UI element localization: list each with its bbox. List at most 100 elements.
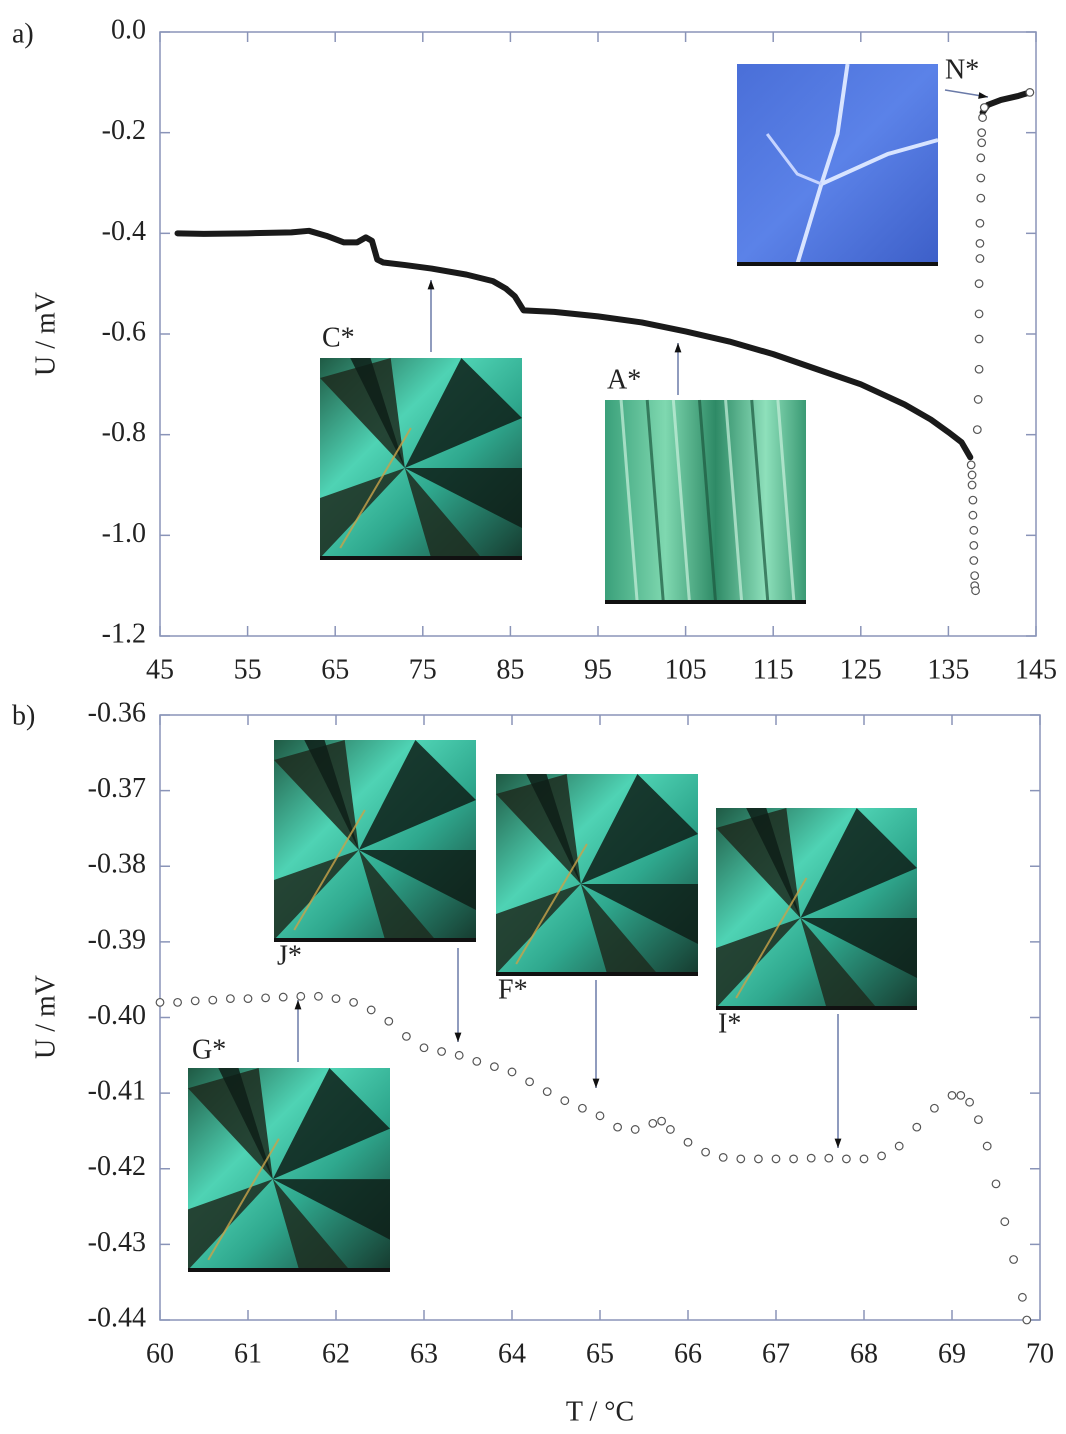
data-point (350, 999, 358, 1007)
y-tick-label: -0.8 (102, 417, 146, 448)
y-tick-label: -0.41 (88, 1076, 146, 1107)
data-point (702, 1148, 710, 1156)
data-point (367, 1006, 375, 1014)
data-point (967, 461, 975, 469)
annotation-label: J* (277, 940, 302, 971)
data-point (684, 1138, 692, 1146)
micrograph (320, 358, 522, 558)
y-axis-label: U / mV (30, 292, 61, 376)
data-point (631, 1126, 639, 1134)
data-point (976, 219, 984, 227)
panel-label: a) (12, 18, 34, 49)
y-tick-label: -1.0 (102, 518, 146, 549)
data-point (403, 1033, 411, 1041)
data-point (974, 426, 982, 434)
data-point (1026, 89, 1034, 97)
data-point (981, 104, 989, 112)
data-point (825, 1154, 833, 1162)
x-tick-label: 85 (496, 654, 524, 685)
annotation-label: F* (498, 974, 528, 1005)
data-line (983, 92, 1030, 112)
data-point (332, 995, 340, 1003)
data-point (491, 1063, 499, 1071)
data-point (543, 1088, 551, 1096)
data-point (244, 995, 252, 1003)
x-tick-label: 62 (322, 1338, 350, 1369)
data-point (975, 280, 983, 288)
y-tick-label: -0.44 (88, 1302, 146, 1333)
data-point (975, 310, 983, 318)
arrow-head (978, 92, 988, 99)
y-tick-label: -0.39 (88, 924, 146, 955)
data-point (262, 994, 270, 1002)
data-point (156, 999, 164, 1007)
data-point (667, 1126, 675, 1134)
data-point (790, 1155, 798, 1163)
data-point (755, 1155, 763, 1163)
data-point (979, 114, 987, 122)
data-point (526, 1078, 534, 1086)
arrow-head (593, 1079, 600, 1088)
y-tick-label: -0.6 (102, 316, 146, 347)
x-tick-label: 95 (584, 654, 612, 685)
data-point (970, 557, 978, 565)
data-point (970, 527, 978, 535)
arrow-head (295, 1000, 302, 1009)
x-tick-label: 68 (850, 1338, 878, 1369)
annotation-label: I* (718, 1008, 741, 1039)
data-point (948, 1092, 956, 1100)
annotation-label: N* (945, 54, 979, 85)
data-point (174, 999, 182, 1007)
y-tick-label: -0.43 (88, 1227, 146, 1258)
data-point (975, 1116, 983, 1124)
data-point (658, 1117, 666, 1125)
x-tick-label: 69 (938, 1338, 966, 1369)
annotation-label: A* (607, 364, 641, 395)
micrograph (496, 774, 698, 974)
data-point (957, 1092, 965, 1100)
x-tick-label: 55 (234, 654, 262, 685)
data-point (596, 1112, 604, 1120)
data-point (992, 1180, 1000, 1188)
data-point (649, 1120, 657, 1128)
data-point (878, 1152, 886, 1160)
data-point (977, 154, 985, 162)
data-point (969, 511, 977, 519)
x-tick-label: 65 (586, 1338, 614, 1369)
data-point (978, 129, 986, 137)
data-point (978, 139, 986, 147)
data-point (966, 1098, 974, 1106)
micrograph (188, 1068, 390, 1270)
data-point (455, 1052, 463, 1060)
data-point (1019, 1294, 1027, 1302)
x-tick-label: 75 (409, 654, 437, 685)
x-tick-label: 105 (665, 654, 707, 685)
y-tick-label: -0.4 (102, 216, 146, 247)
data-point (972, 587, 980, 595)
data-point (969, 496, 977, 504)
data-point (737, 1155, 745, 1163)
y-tick-label: 0.0 (111, 14, 146, 45)
x-tick-label: 60 (146, 1338, 174, 1369)
arrow-head (428, 280, 435, 289)
x-tick-label: 145 (1015, 654, 1057, 685)
x-tick-label: 67 (762, 1338, 790, 1369)
x-tick-label: 61 (234, 1338, 262, 1369)
data-point (843, 1155, 851, 1163)
data-point (772, 1155, 780, 1163)
arrow-head (675, 343, 682, 352)
x-tick-label: 66 (674, 1338, 702, 1369)
micrograph (605, 400, 806, 602)
micrograph (737, 64, 938, 264)
y-tick-label: -0.42 (88, 1151, 146, 1182)
data-point (191, 997, 199, 1005)
data-point (895, 1142, 903, 1150)
data-point (438, 1048, 446, 1056)
y-tick-label: -0.2 (102, 115, 146, 146)
data-point (209, 996, 217, 1004)
y-tick-label: -1.2 (102, 618, 146, 649)
x-axis-label: T / °C (566, 1396, 634, 1427)
y-tick-label: -0.36 (88, 697, 146, 728)
data-point (385, 1017, 393, 1025)
figure: a) b) U / mV U / mV T / °C 4555657585951… (0, 0, 1066, 1434)
